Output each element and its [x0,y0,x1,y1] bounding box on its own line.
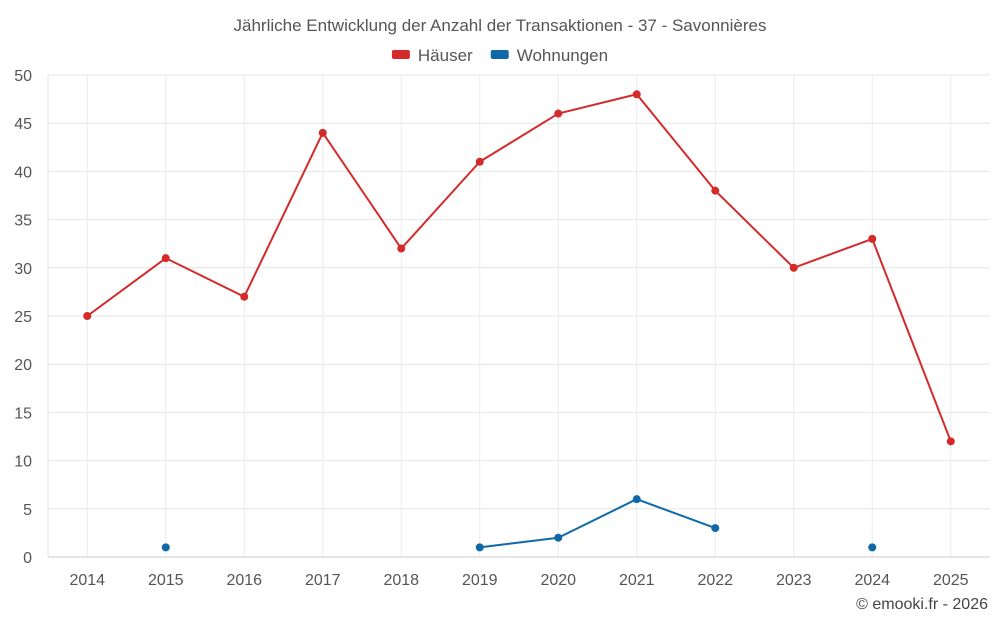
data-point [554,109,563,118]
y-tick-label: 40 [14,164,32,181]
data-point [475,157,484,166]
data-point [475,543,484,552]
series-line [86,93,952,442]
grid [48,74,990,557]
y-tick-label: 5 [23,502,32,519]
data-point [240,292,249,301]
y-tick-label: 25 [14,309,32,326]
data-point [632,495,641,504]
x-tick-label: 2016 [226,572,262,589]
legend-swatch [391,50,410,59]
x-tick-label: 2025 [933,572,969,589]
series-line [479,498,716,549]
x-tick-label: 2021 [619,572,655,589]
data-point [711,186,720,195]
legend-label: Wohnungen [517,46,608,65]
legend: Häuser Wohnungen [391,46,608,65]
data-point [632,90,641,99]
legend-item-h-user: Häuser [391,46,473,65]
credit-text: © emooki.fr - 2026 [856,596,988,613]
y-tick-label: 0 [23,550,32,567]
chart-title: Jährliche Entwicklung der Anzahl der Tra… [234,16,767,35]
x-tick-label: 2017 [305,572,341,589]
x-tick-label: 2022 [697,572,733,589]
x-tick-label: 2019 [462,572,498,589]
y-tick-label: 10 [14,454,32,471]
series-wohnungen [161,495,877,552]
x-tick-label: 2015 [148,572,184,589]
x-tick-label: 2018 [383,572,419,589]
x-tick-label: 2023 [776,572,812,589]
data-point [554,533,563,542]
data-point [789,263,798,272]
x-tick-label: 2024 [854,572,890,589]
legend-item-wohnungen: Wohnungen [490,46,608,65]
x-axis: 2014 2015 2016 2017 2018 2019 2020 2021 2022 2023… [48,556,990,589]
series-h-user [83,90,955,446]
data-point [161,543,170,552]
y-tick-label: 15 [14,405,32,422]
y-axis: 0 5 10 15 20 25 30 35 40 45 50 [14,68,49,567]
series-group [83,90,955,552]
x-tick-label: 2014 [69,572,105,589]
data-point [161,254,170,263]
data-point [83,312,92,320]
y-tick-label: 35 [14,213,32,230]
legend-swatch [490,50,509,59]
y-tick-label: 45 [14,116,32,133]
y-tick-label: 20 [14,357,32,374]
y-tick-label: 50 [14,68,32,85]
data-point [868,543,877,552]
data-point [318,128,327,137]
data-point [868,234,877,243]
data-point [946,437,955,446]
data-point [711,524,720,533]
x-tick-label: 2020 [540,572,576,589]
data-point [397,244,406,253]
legend-label: Häuser [418,46,473,65]
y-tick-label: 30 [14,261,32,278]
